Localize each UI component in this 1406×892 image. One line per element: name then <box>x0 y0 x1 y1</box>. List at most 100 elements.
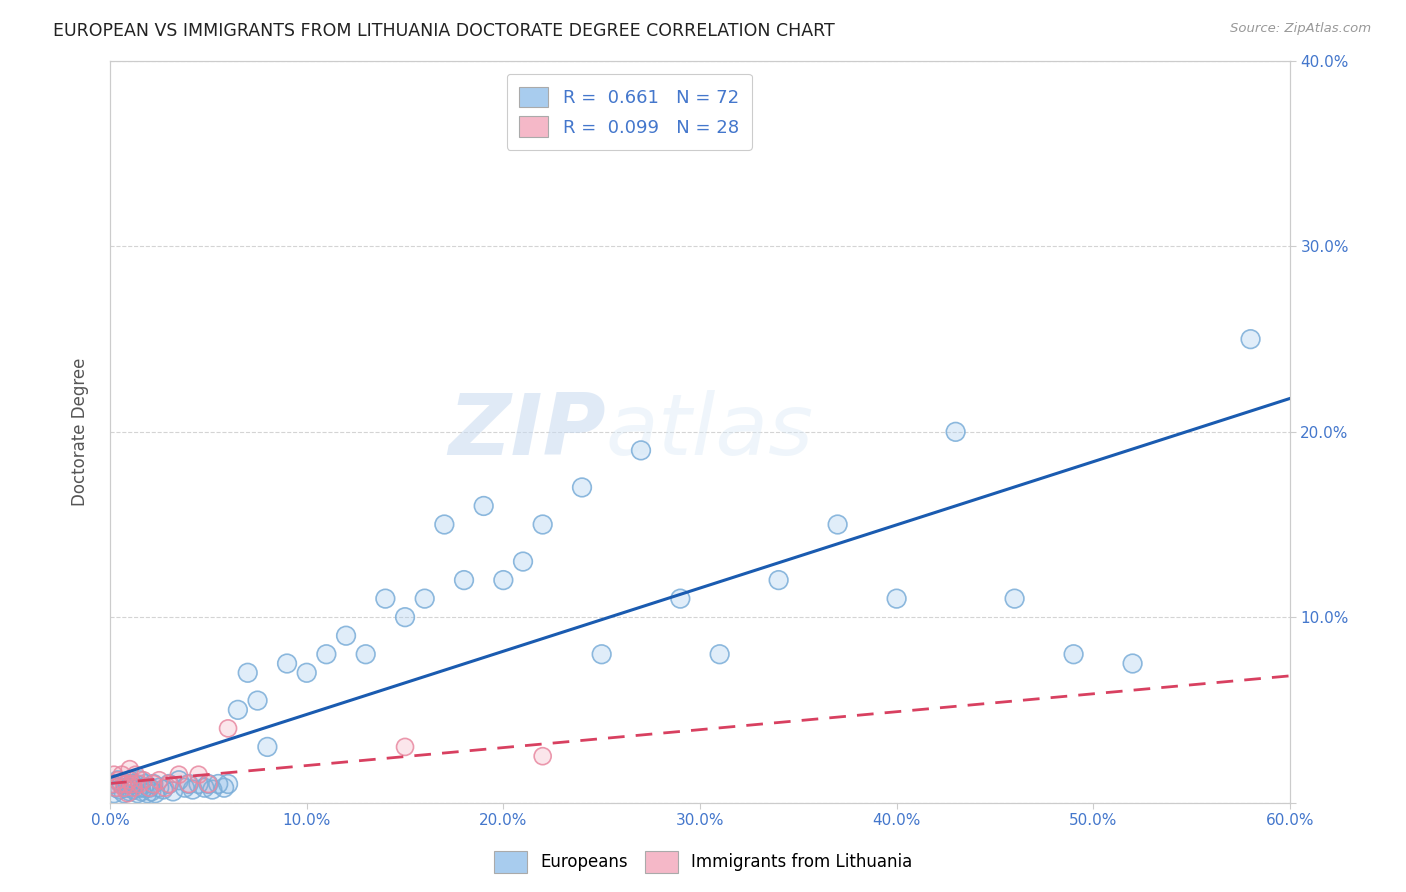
Point <box>167 768 190 782</box>
Point <box>131 784 153 798</box>
Point <box>193 780 215 795</box>
Point <box>142 777 165 791</box>
Point <box>181 782 204 797</box>
Point <box>128 777 150 791</box>
Point <box>945 425 967 439</box>
Point <box>128 773 150 788</box>
Point <box>709 647 731 661</box>
Point <box>531 517 554 532</box>
Point <box>181 782 204 797</box>
Point <box>1122 657 1144 671</box>
Point <box>531 749 554 764</box>
Point <box>152 782 174 797</box>
Point <box>118 784 141 798</box>
Text: EUROPEAN VS IMMIGRANTS FROM LITHUANIA DOCTORATE DEGREE CORRELATION CHART: EUROPEAN VS IMMIGRANTS FROM LITHUANIA DO… <box>53 22 835 40</box>
Point <box>354 647 377 661</box>
Point <box>374 591 396 606</box>
Point <box>153 780 176 795</box>
Point <box>167 768 190 782</box>
Point <box>142 777 165 791</box>
Point <box>157 777 180 791</box>
Point <box>108 782 131 797</box>
Point <box>167 773 190 788</box>
Point <box>827 517 849 532</box>
Point <box>256 739 278 754</box>
Point <box>121 777 143 791</box>
Text: Source: ZipAtlas.com: Source: ZipAtlas.com <box>1230 22 1371 36</box>
Point <box>374 591 396 606</box>
Point <box>162 784 184 798</box>
Point <box>256 739 278 754</box>
Point <box>132 780 155 795</box>
Text: ZIP: ZIP <box>449 391 606 474</box>
Point <box>187 777 209 791</box>
Point <box>117 786 139 800</box>
Point <box>1004 591 1026 606</box>
Point <box>531 749 554 764</box>
Point <box>136 786 159 800</box>
Point <box>117 786 139 800</box>
Point <box>157 777 180 791</box>
Point <box>117 777 139 791</box>
Point <box>142 777 165 791</box>
Point <box>236 665 259 680</box>
Point <box>138 780 160 795</box>
Point <box>669 591 692 606</box>
Point <box>295 665 318 680</box>
Point <box>709 647 731 661</box>
Point <box>1122 657 1144 671</box>
Point <box>128 780 150 795</box>
Point <box>124 768 146 782</box>
Point <box>177 777 200 791</box>
Point <box>134 777 156 791</box>
Point <box>132 780 155 795</box>
Point <box>335 629 357 643</box>
Point <box>236 665 259 680</box>
Point <box>177 777 200 791</box>
Point <box>122 780 145 795</box>
Point <box>128 773 150 788</box>
Point <box>945 425 967 439</box>
Legend: Europeans, Immigrants from Lithuania: Europeans, Immigrants from Lithuania <box>486 845 920 880</box>
Point <box>1004 591 1026 606</box>
Point <box>118 780 141 795</box>
Text: atlas: atlas <box>606 391 814 474</box>
Point <box>193 780 215 795</box>
Point <box>315 647 337 661</box>
Point <box>335 629 357 643</box>
Point <box>111 777 134 791</box>
Point <box>157 777 180 791</box>
Point <box>121 777 143 791</box>
Point <box>112 786 135 800</box>
Point <box>121 777 143 791</box>
Point <box>217 777 239 791</box>
Point <box>101 777 124 791</box>
Point <box>103 768 125 782</box>
Point <box>217 777 239 791</box>
Point <box>112 780 135 795</box>
Point <box>131 784 153 798</box>
Point <box>512 555 534 569</box>
Point <box>114 780 136 795</box>
Point <box>136 786 159 800</box>
Point <box>107 773 129 788</box>
Point <box>132 773 155 788</box>
Point <box>134 777 156 791</box>
Point <box>197 777 219 791</box>
Point <box>103 786 125 800</box>
Point <box>886 591 908 606</box>
Point <box>212 780 235 795</box>
Point <box>118 784 141 798</box>
Point <box>354 647 377 661</box>
Point <box>295 665 318 680</box>
Point <box>148 773 170 788</box>
Point <box>124 777 146 791</box>
Point <box>148 780 170 795</box>
Point <box>152 782 174 797</box>
Point <box>118 773 141 788</box>
Point <box>107 773 129 788</box>
Point <box>630 443 652 458</box>
Point <box>104 780 127 795</box>
Point <box>101 777 124 791</box>
Point <box>512 555 534 569</box>
